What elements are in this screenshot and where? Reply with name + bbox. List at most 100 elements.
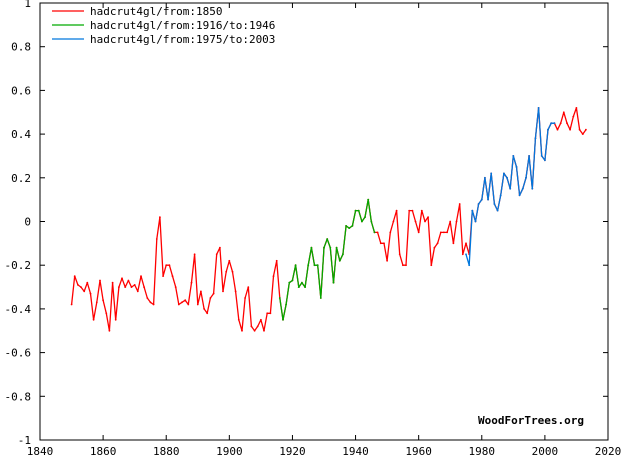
series-1-point (556, 128, 559, 131)
series-1-point (212, 292, 215, 295)
series-1-point (458, 203, 461, 205)
series-2-point (345, 225, 347, 227)
series-2-point (304, 286, 306, 288)
series-2-point (335, 246, 338, 249)
series-1-point (118, 286, 120, 288)
series-2-point (351, 225, 354, 227)
series-1-point (140, 275, 142, 277)
series-1-point (114, 318, 117, 321)
series-1-point (155, 238, 158, 240)
x-tick-label: 1960 (405, 445, 432, 458)
series-3-point (515, 166, 518, 168)
series-1-point (566, 122, 568, 125)
series-2-point (373, 231, 376, 234)
series-1-point (86, 281, 89, 284)
series-1-point (452, 242, 455, 245)
series-1-point (234, 290, 237, 293)
series-2-point (285, 303, 287, 306)
series-1-point (149, 301, 152, 304)
series-1-point (408, 209, 411, 212)
series-1-point (196, 303, 199, 306)
series-3-point (531, 187, 534, 190)
series-2-point (310, 246, 313, 249)
series-layer (70, 107, 587, 332)
series-1-point (206, 312, 209, 315)
series-1-point (398, 253, 401, 256)
series-3-point (509, 187, 512, 190)
x-tick-label: 1880 (153, 445, 180, 458)
series-1-point (215, 253, 218, 256)
series-1-point (111, 281, 114, 284)
series-1-point (411, 209, 414, 212)
series-1-point (263, 329, 265, 332)
y-tick-label: -0.8 (5, 390, 32, 403)
series-1-point (73, 275, 76, 277)
series-1-point (162, 275, 165, 277)
series-3-point (503, 172, 505, 175)
series-2-point (367, 198, 370, 201)
x-tick-label: 1900 (216, 445, 243, 458)
series-3-point (468, 264, 471, 267)
series-1-point (200, 290, 202, 293)
series-3-point (499, 194, 502, 197)
y-tick-label: 0.4 (11, 128, 31, 141)
series-2-point (291, 279, 294, 282)
series-1-point (171, 275, 174, 277)
series-1-point (152, 303, 155, 306)
series-3-point (518, 194, 521, 197)
series-1-point (247, 286, 250, 288)
series-1-point (80, 286, 82, 288)
series-1-point (269, 312, 272, 315)
x-tick-label: 2000 (532, 445, 559, 458)
series-1-point (405, 264, 407, 267)
series-2-point (348, 227, 351, 230)
series-1-point (439, 231, 442, 234)
series-1-point (266, 312, 269, 315)
series-2-point (297, 286, 300, 288)
series-3-point (496, 209, 499, 212)
series-1-point (392, 220, 395, 223)
series-1-point (70, 303, 73, 306)
x-tick-label: 1860 (90, 445, 117, 458)
series-1-point (231, 270, 234, 273)
series-1-point (402, 264, 404, 267)
series-3-point (553, 122, 556, 125)
series-3-point (465, 253, 467, 256)
series-1-point (443, 231, 445, 234)
series-1-point (146, 297, 149, 299)
series-3-point (550, 122, 553, 125)
series-3-point (493, 203, 496, 205)
series-1-point (127, 279, 130, 282)
x-tick-label: 1940 (342, 445, 369, 458)
series-1-point (124, 286, 127, 288)
series-1-point (177, 303, 180, 306)
series-3-point (477, 203, 480, 205)
series-3-point (547, 128, 549, 131)
series-1-point (427, 216, 429, 219)
series-1-point (222, 290, 224, 293)
series-1-point (572, 115, 575, 118)
series-1-point (108, 329, 111, 332)
series-1-point (436, 242, 439, 245)
x-tick-label: 1920 (279, 445, 306, 458)
legend: hadcrut4gl/from:1850hadcrut4gl/from:1916… (52, 5, 275, 46)
legend-label-3: hadcrut4gl/from:1975/to:2003 (90, 33, 275, 46)
y-tick-label: 1 (24, 0, 31, 10)
series-2-point (326, 238, 329, 240)
legend-label-2: hadcrut4gl/from:1916/to:1946 (90, 19, 275, 32)
series-3-point (540, 155, 543, 157)
series-2-point (338, 259, 341, 262)
series-2-point (278, 297, 281, 299)
series-1-point (578, 128, 581, 131)
legend-label-1: hadcrut4gl/from:1850 (90, 5, 222, 18)
series-1-point (241, 329, 243, 332)
series-1-point (187, 303, 190, 306)
series-1-point (424, 220, 426, 223)
series-1-point (92, 318, 95, 321)
series-2-point (364, 216, 366, 219)
series-1-point (237, 318, 240, 321)
series-1-point (420, 209, 423, 212)
y-tick-label: -0.6 (5, 347, 32, 360)
